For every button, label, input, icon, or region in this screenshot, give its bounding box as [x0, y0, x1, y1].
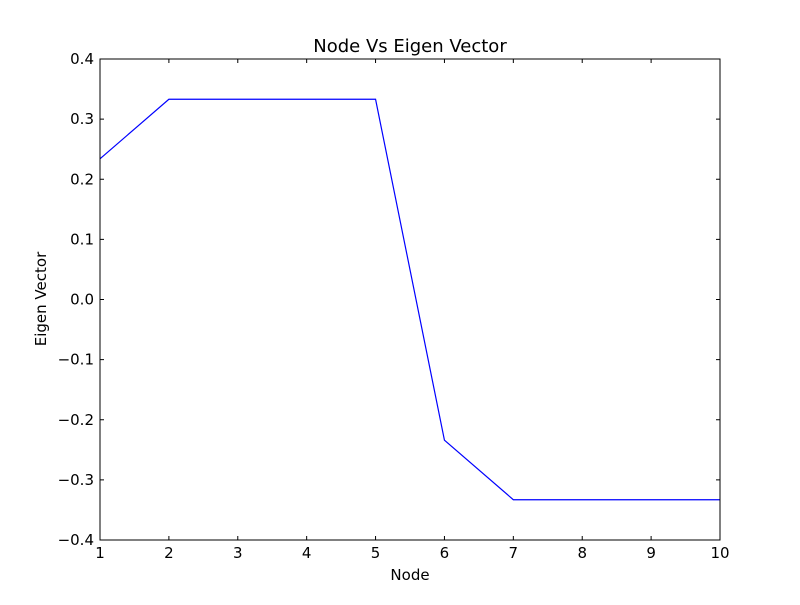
x-tick-label: 9: [646, 544, 656, 562]
y-tick-label: 0.3: [70, 110, 94, 128]
x-tick-label: 7: [509, 544, 519, 562]
axis-ticks: 1 2 3 4 5 6 7 8 9 10 −0.4 −0.3 −0.2 −0.1 0.0 0.1 0.2 0.3 0…: [58, 50, 730, 562]
y-tick-label: 0.2: [70, 170, 94, 188]
x-tick-label: 10: [710, 544, 729, 562]
x-tick-label: 5: [371, 544, 381, 562]
series-line: [99, 98, 720, 501]
x-tick-label: 4: [302, 544, 312, 562]
x-tick-label: 3: [233, 544, 243, 562]
chart-title: Node Vs Eigen Vector: [313, 36, 507, 57]
y-tick-label: 0.1: [70, 230, 94, 248]
y-tick-label: −0.3: [58, 471, 94, 489]
y-axis-label: Eigen Vector: [32, 251, 50, 346]
y-tick-label: −0.1: [58, 351, 94, 369]
x-tick-label: 6: [440, 544, 450, 562]
y-tick-label: −0.2: [58, 411, 94, 429]
y-tick-label: 0.0: [70, 291, 94, 309]
y-tick-label: 0.4: [70, 50, 94, 68]
y-tick-label: −0.4: [58, 531, 94, 549]
plot-area-frame: [99, 58, 721, 541]
x-axis-label: Node: [390, 566, 429, 584]
x-tick-label: 1: [95, 544, 105, 562]
series-layer: [99, 98, 720, 501]
x-tick-label: 2: [164, 544, 174, 562]
x-tick-label: 8: [577, 544, 587, 562]
